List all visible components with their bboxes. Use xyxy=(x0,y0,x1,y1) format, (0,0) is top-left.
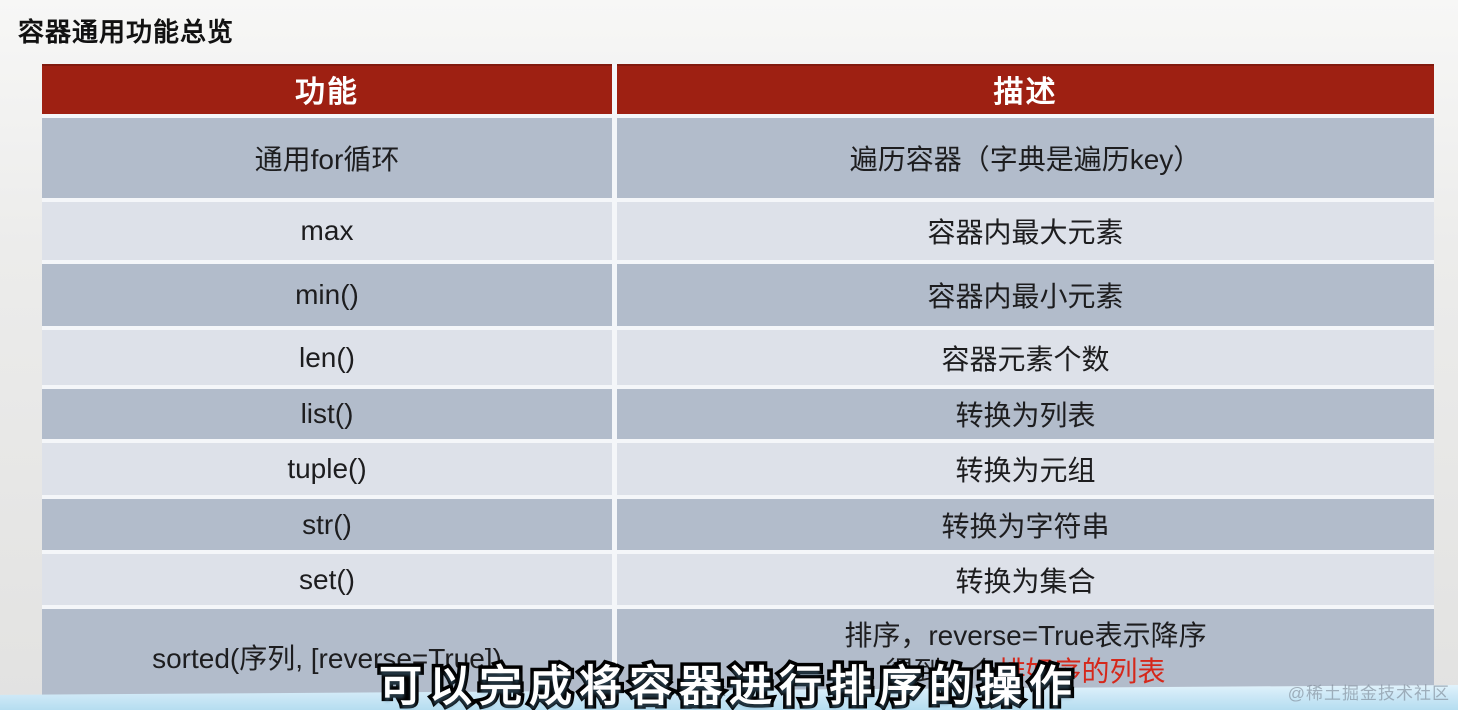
func-cell-str: str() xyxy=(42,499,612,550)
container-functions-table: 功能 描述 通用for循环 遍历容器（字典是遍历key） max 容器内最大元素… xyxy=(42,64,1434,705)
func-cell-min: min() xyxy=(42,264,612,326)
desc-cell-tuple: 转换为元组 xyxy=(617,443,1434,495)
desc-sorted-line2: 得到一个排好序的列表 xyxy=(885,654,1165,690)
desc-sorted-line1: 排序，reverse=True表示降序 xyxy=(844,620,1207,651)
func-cell-tuple: tuple() xyxy=(42,443,612,495)
desc-cell-min: 容器内最小元素 xyxy=(617,264,1434,326)
desc-cell-str: 转换为字符串 xyxy=(617,499,1434,550)
desc-cell-len: 容器元素个数 xyxy=(617,330,1434,385)
column-header-description: 描述 xyxy=(617,64,1434,114)
func-cell-for-loop: 通用for循环 xyxy=(42,118,612,198)
func-cell-sorted: sorted(序列, [reverse=True]) xyxy=(42,609,612,705)
desc-sorted-line2-plain: 得到一个 xyxy=(885,656,998,687)
func-cell-set: set() xyxy=(42,554,612,605)
desc-cell-set: 转换为集合 xyxy=(617,554,1434,605)
func-cell-list: list() xyxy=(42,389,612,439)
page-title: 容器通用功能总览 xyxy=(18,17,235,47)
desc-cell-max: 容器内最大元素 xyxy=(617,202,1434,260)
video-subtitle-overlay: 可以完成将容器进行排序的操作 xyxy=(376,660,1079,710)
func-cell-len: len() xyxy=(42,330,612,385)
desc-sorted-line2-highlight: 排好序的列表 xyxy=(997,656,1166,687)
func-cell-max: max xyxy=(42,202,612,260)
desc-cell-for-loop: 遍历容器（字典是遍历key） xyxy=(617,118,1434,198)
desc-cell-list: 转换为列表 xyxy=(617,389,1434,439)
watermark: @稀土掘金技术社区 xyxy=(1287,684,1450,703)
column-header-function: 功能 xyxy=(42,64,612,114)
